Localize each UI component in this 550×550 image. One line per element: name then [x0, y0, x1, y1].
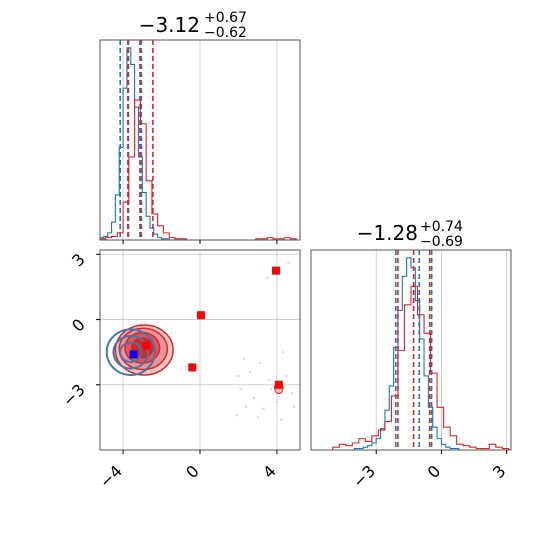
marker-square — [142, 341, 151, 350]
scatter-point — [279, 418, 282, 421]
scatter-point — [237, 374, 240, 378]
panel1-upper: +0.67 — [204, 10, 247, 26]
x-tick-label: −4 — [96, 461, 126, 491]
scatter-point — [248, 370, 252, 373]
joint-panel: −4 0 4 3 0 −3 — [59, 249, 301, 492]
panel1-median: −3.12 — [139, 13, 200, 37]
marginal-panel-1 — [99, 39, 301, 244]
scatter-point — [293, 405, 296, 408]
scatter-point — [262, 407, 265, 410]
panel1-lower: −0.62 — [204, 25, 247, 41]
contour-level-blue — [119, 341, 143, 363]
scatter-point — [244, 405, 248, 408]
histogram-series-1 — [99, 47, 174, 241]
contour-level-blue — [112, 334, 150, 370]
marker-square — [129, 350, 138, 359]
scatter-point — [256, 416, 259, 419]
x-tick-label: −3 — [349, 461, 379, 491]
y-tick-label: 3 — [68, 250, 89, 271]
scatter-point — [235, 414, 238, 417]
marker-square — [274, 380, 283, 389]
panel3-title: −1.28 — [357, 221, 418, 245]
panel-frame — [310, 249, 512, 451]
marginal-panel-2: −3 0 3 — [310, 249, 512, 492]
scatter-point — [275, 400, 279, 404]
y-tick-label: 0 — [68, 315, 89, 336]
scatter-point — [243, 357, 246, 360]
scatter-point — [258, 361, 261, 365]
contour-level-blue — [105, 328, 156, 377]
panel3-upper: +0.74 — [420, 219, 463, 235]
scatter-point — [268, 379, 271, 382]
x-tick-label: 0 — [182, 461, 203, 482]
scatter-point — [287, 261, 290, 265]
scatter-point — [252, 396, 256, 400]
panel3-median: −1.28 — [357, 221, 418, 245]
scatter-point — [291, 392, 294, 395]
histogram-series-2 — [332, 285, 510, 450]
marker-square — [188, 363, 197, 372]
x-tick-label: 0 — [424, 461, 445, 482]
panel3-lower: −0.69 — [420, 234, 463, 250]
scatter-point — [285, 374, 288, 378]
x-tick-label: 3 — [489, 461, 510, 482]
scatter-point — [281, 350, 284, 354]
histogram-series-2 — [99, 99, 300, 241]
marker-square — [271, 266, 280, 275]
x-tick-label: 4 — [259, 461, 280, 482]
scatter-point — [269, 387, 273, 391]
scatter-point — [239, 387, 242, 391]
scatter-point — [266, 277, 269, 280]
marker-square — [196, 311, 205, 320]
panel1-title: −3.12 — [139, 13, 200, 37]
histogram-series-1 — [353, 257, 460, 450]
y-tick-label: −3 — [59, 380, 89, 410]
